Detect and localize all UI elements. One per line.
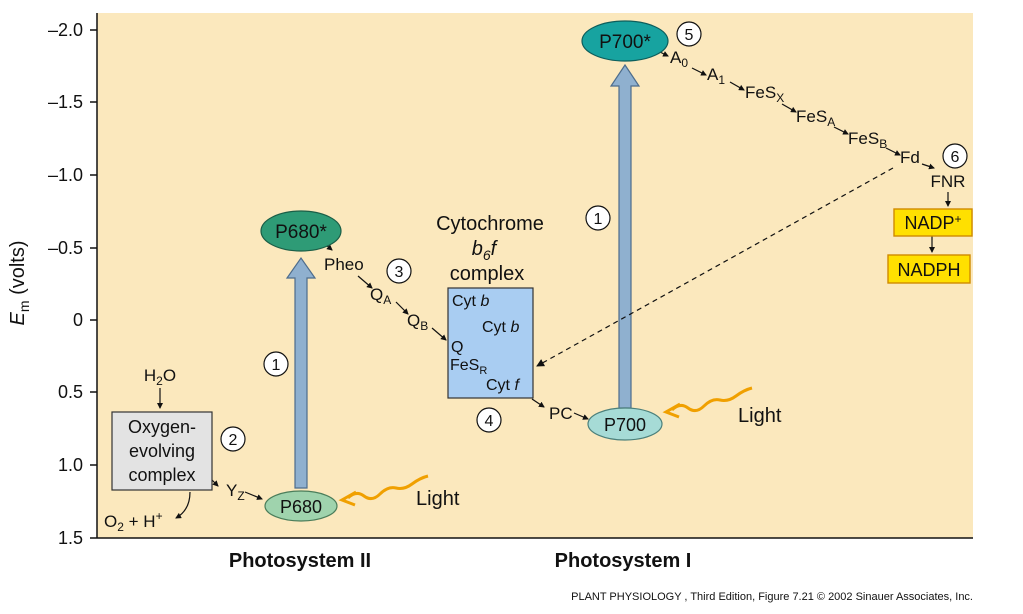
a1-label: A1 (707, 65, 725, 87)
p680-node (264, 490, 338, 522)
y-tick-label: 0 (73, 310, 83, 330)
p680-excited-label: P680* (275, 222, 327, 243)
qb-label: QB (407, 311, 428, 333)
oec-line-1: Oxygen- (128, 417, 196, 437)
fesa-label: FeSA (796, 107, 835, 129)
fd-label: Fd (900, 148, 920, 167)
y-tick-label: –0.5 (48, 238, 83, 258)
p700-excited-label: P700* (599, 32, 651, 53)
a0-label: A0 (670, 48, 688, 70)
step-2: 2 (229, 432, 238, 449)
light-label-ps1: Light (738, 405, 782, 427)
p680-label: P680 (280, 497, 322, 517)
fesb-label: FeSB (848, 129, 887, 151)
oec-line-3: complex (128, 465, 195, 485)
excitation-arrow-ps1 (609, 63, 641, 409)
oec-line-2: evolving (129, 441, 195, 461)
p680-excited-node (260, 210, 342, 252)
y-tick-label: –2.0 (48, 20, 83, 40)
nadph-label: NADPH (897, 260, 960, 280)
light-label-ps2: Light (416, 488, 460, 510)
plot-area (97, 13, 973, 538)
step-6: 6 (951, 149, 960, 166)
y-tick-label: –1.0 (48, 165, 83, 185)
nadp-label: NADP+ (904, 212, 961, 233)
light-wave-ps2 (338, 474, 429, 507)
cyt-b-label-1: Cyt b (452, 293, 489, 310)
photosystem-ii-label: Photosystem II (229, 550, 371, 572)
step-markers: 1 2 3 4 1 5 6 (220, 21, 968, 452)
cytochrome-title-3: complex (450, 263, 524, 285)
step-3: 3 (395, 264, 404, 281)
y-tick-label: –1.5 (48, 92, 83, 112)
cytochrome-complex-box (447, 287, 534, 399)
pheo-label: Pheo (324, 255, 364, 274)
cytochrome-title-1: Cytochrome (436, 213, 544, 235)
cyclic-flow-arrow (536, 167, 894, 367)
figure-caption: PLANT PHYSIOLOGY , Third Edition, Figure… (571, 591, 973, 603)
h2o-label: H2O (144, 366, 176, 388)
step-4: 4 (485, 413, 494, 430)
nadp-box (893, 208, 973, 237)
photosystem-i-label: Photosystem I (555, 550, 692, 572)
cyt-fes-label: FeSR (450, 357, 487, 377)
y-axis-label: Em (volts) (7, 240, 32, 325)
fesx-label: FeSX (745, 83, 784, 105)
y-tick-label: 0.5 (58, 382, 83, 402)
o2-h-label: O2 + H+ (104, 509, 163, 534)
cyt-f-label: Cyt f (486, 377, 520, 394)
oxygen-evolving-complex-box (111, 411, 213, 491)
cyt-q-label: Q (451, 339, 463, 356)
cytochrome-title-2: b6f (472, 238, 499, 263)
excitation-arrow-ps2 (285, 256, 317, 489)
p700-excited-node (581, 20, 669, 62)
nadph-box (887, 254, 971, 284)
step-1-ps1: 1 (594, 211, 603, 228)
step-5: 5 (685, 27, 694, 44)
pc-label: PC (549, 404, 573, 423)
yz-label: YZ (226, 481, 245, 503)
p700-node (587, 407, 663, 441)
cyt-b-label-2: Cyt b (482, 319, 519, 336)
qa-label: QA (370, 285, 391, 307)
light-wave-ps1 (662, 386, 753, 419)
step-1-ps2: 1 (272, 357, 281, 374)
y-tick-label: 1.0 (58, 455, 83, 475)
y-tick-label: 1.5 (58, 528, 83, 548)
fnr-label: FNR (931, 172, 966, 191)
p700-label: P700 (604, 415, 646, 435)
y-ticks: –2.0 –1.5 –1.0 –0.5 0 0.5 1.0 1.5 (48, 20, 97, 548)
